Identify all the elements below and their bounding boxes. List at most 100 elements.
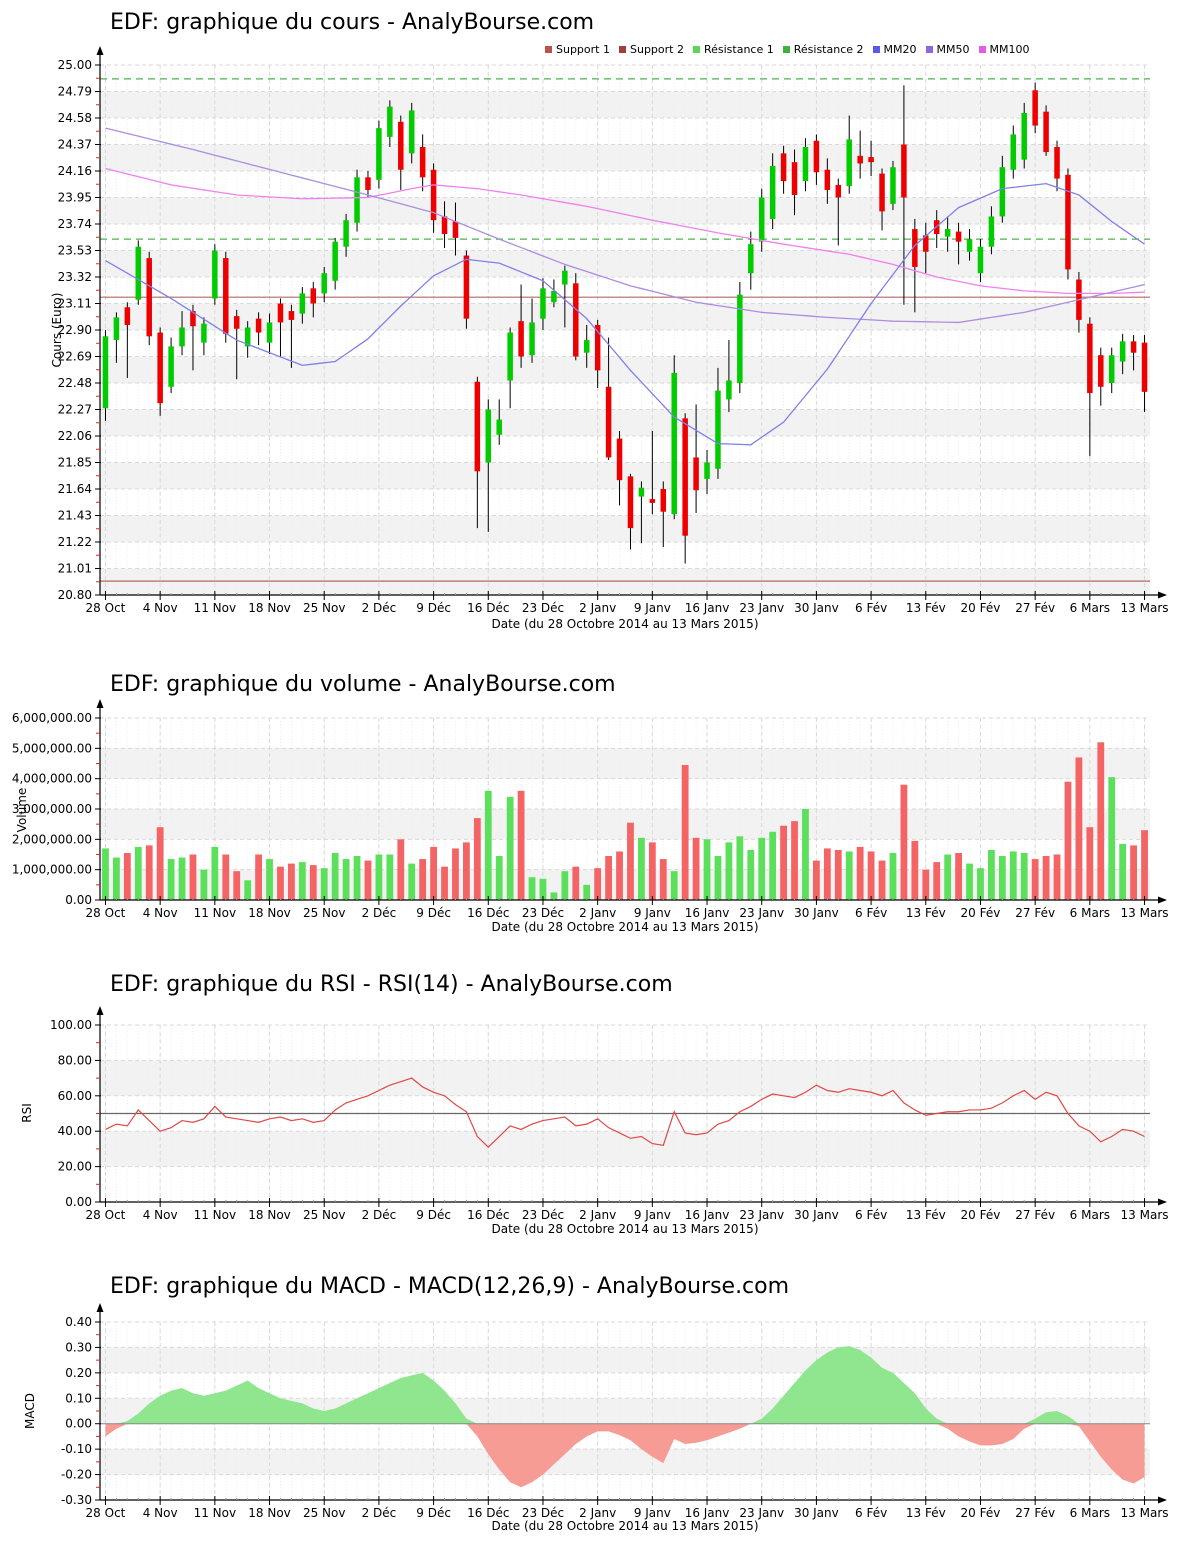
price-axes <box>95 46 1167 600</box>
volume-bar-down <box>1097 742 1105 900</box>
svg-text:23 Janv: 23 Janv <box>739 1506 784 1520</box>
candle-down <box>474 381 481 472</box>
svg-text:23.95: 23.95 <box>58 191 92 205</box>
svg-text:16 Déc: 16 Déc <box>467 906 509 920</box>
candle-up <box>1010 134 1017 170</box>
svg-text:6 Fév: 6 Fév <box>855 1506 887 1520</box>
candle-down <box>835 184 842 198</box>
svg-text:18 Nov: 18 Nov <box>248 906 291 920</box>
volume-bar-up <box>539 878 547 900</box>
volume-bar-up <box>561 871 569 900</box>
svg-text:16 Janv: 16 Janv <box>685 906 730 920</box>
candle-down <box>616 438 623 481</box>
svg-text:2 Déc: 2 Déc <box>362 601 397 615</box>
svg-text:4 Nov: 4 Nov <box>143 1506 178 1520</box>
price-x-axis-title: Date (du 28 Octobre 2014 au 13 Mars 2015… <box>491 617 759 631</box>
candle-up <box>966 239 973 252</box>
candle-down <box>1141 342 1148 392</box>
volume-bar-down <box>277 866 284 900</box>
svg-text:3,000,000.00: 3,000,000.00 <box>12 802 92 816</box>
svg-text:18 Nov: 18 Nov <box>248 601 291 615</box>
svg-text:20 Fév: 20 Fév <box>961 601 1001 615</box>
svg-text:23 Janv: 23 Janv <box>739 601 784 615</box>
volume-bar-up <box>703 839 711 900</box>
volume-bar-down <box>288 863 295 900</box>
svg-text:22.90: 22.90 <box>58 323 92 337</box>
svg-text:11 Nov: 11 Nov <box>194 601 237 615</box>
candle-up <box>999 167 1006 217</box>
candle-down <box>146 258 152 337</box>
candle-up <box>988 216 995 247</box>
macd-negative-area <box>105 1423 1145 1488</box>
volume-bar-down <box>594 868 602 900</box>
volume-bar-down <box>1086 827 1094 900</box>
macd-plot-background <box>100 1321 1150 1501</box>
legend-swatch-icon <box>545 46 552 53</box>
svg-text:9 Déc: 9 Déc <box>416 1506 451 1520</box>
price-candles <box>102 82 1148 564</box>
candle-down <box>365 177 371 190</box>
candle-up <box>1108 355 1115 383</box>
svg-text:2 Janv: 2 Janv <box>579 1506 616 1520</box>
volume-chart-title: EDF: graphique du volume - AnalyBourse.c… <box>110 672 616 697</box>
volume-bar-up <box>167 859 175 900</box>
svg-text:23.11: 23.11 <box>58 297 92 311</box>
legend-swatch-icon <box>692 46 700 53</box>
volume-bar-down <box>648 842 656 900</box>
volume-plot-background <box>100 717 1150 901</box>
svg-text:27 Fév: 27 Fév <box>1015 1506 1055 1520</box>
volume-bar-up <box>550 892 558 900</box>
candle-up <box>715 390 721 469</box>
svg-text:25 Nov: 25 Nov <box>303 906 346 920</box>
svg-text:20 Fév: 20 Fév <box>961 1208 1001 1222</box>
svg-text:4,000,000.00: 4,000,000.00 <box>12 772 92 786</box>
candle-down <box>463 255 470 319</box>
volume-bar-up <box>244 880 252 900</box>
candle-up <box>562 270 568 285</box>
svg-text:28 Oct: 28 Oct <box>86 906 126 920</box>
macd-x-axis-title: Date (du 28 Octobre 2014 au 13 Mars 2015… <box>491 1519 759 1533</box>
svg-text:28 Oct: 28 Oct <box>86 1506 126 1520</box>
svg-text:6 Mars: 6 Mars <box>1070 601 1110 615</box>
candle-up <box>551 290 557 303</box>
candle-down <box>223 258 229 334</box>
rsi-line <box>105 1077 1145 1148</box>
svg-text:13 Mars: 13 Mars <box>1121 1506 1169 1520</box>
svg-text:22.27: 22.27 <box>58 403 92 417</box>
candle-down <box>693 457 699 491</box>
svg-text:5,000,000.00: 5,000,000.00 <box>12 741 92 755</box>
volume-bar-up <box>802 809 809 900</box>
volume-bar-up <box>998 856 1006 900</box>
candle-up <box>408 110 415 154</box>
candle-down <box>398 121 404 170</box>
candle-down <box>1065 174 1071 270</box>
volume-bar-down <box>955 852 962 900</box>
candle-up <box>299 293 306 314</box>
candle-up <box>638 487 645 497</box>
svg-text:24.37: 24.37 <box>58 138 92 152</box>
candle-down <box>682 418 688 536</box>
candle-down <box>813 140 820 173</box>
volume-bar-up <box>495 856 503 900</box>
svg-text:6 Fév: 6 Fév <box>855 1208 887 1222</box>
candle-down <box>780 153 787 182</box>
svg-text:25 Nov: 25 Nov <box>303 1506 346 1520</box>
svg-text:9 Janv: 9 Janv <box>634 1506 671 1520</box>
volume-bar-up <box>375 854 383 900</box>
candle-down <box>310 288 317 304</box>
candle-up <box>376 128 382 180</box>
svg-text:28 Oct: 28 Oct <box>86 601 126 615</box>
candle-up <box>977 246 984 274</box>
volume-bar-up <box>769 831 777 900</box>
svg-text:1,000,000.00: 1,000,000.00 <box>12 863 92 877</box>
volume-bar-down <box>255 854 262 900</box>
volume-bar-down <box>473 818 481 900</box>
volume-bar-down <box>813 860 820 900</box>
mm100-line <box>105 167 1145 295</box>
candle-up <box>113 317 120 341</box>
legend-item-support-1: Support 1 <box>545 43 610 56</box>
volume-bar-down <box>397 839 405 900</box>
svg-text:16 Janv: 16 Janv <box>685 1506 730 1520</box>
macd-positive-area <box>105 1346 1145 1424</box>
svg-text:25 Nov: 25 Nov <box>303 1208 346 1222</box>
